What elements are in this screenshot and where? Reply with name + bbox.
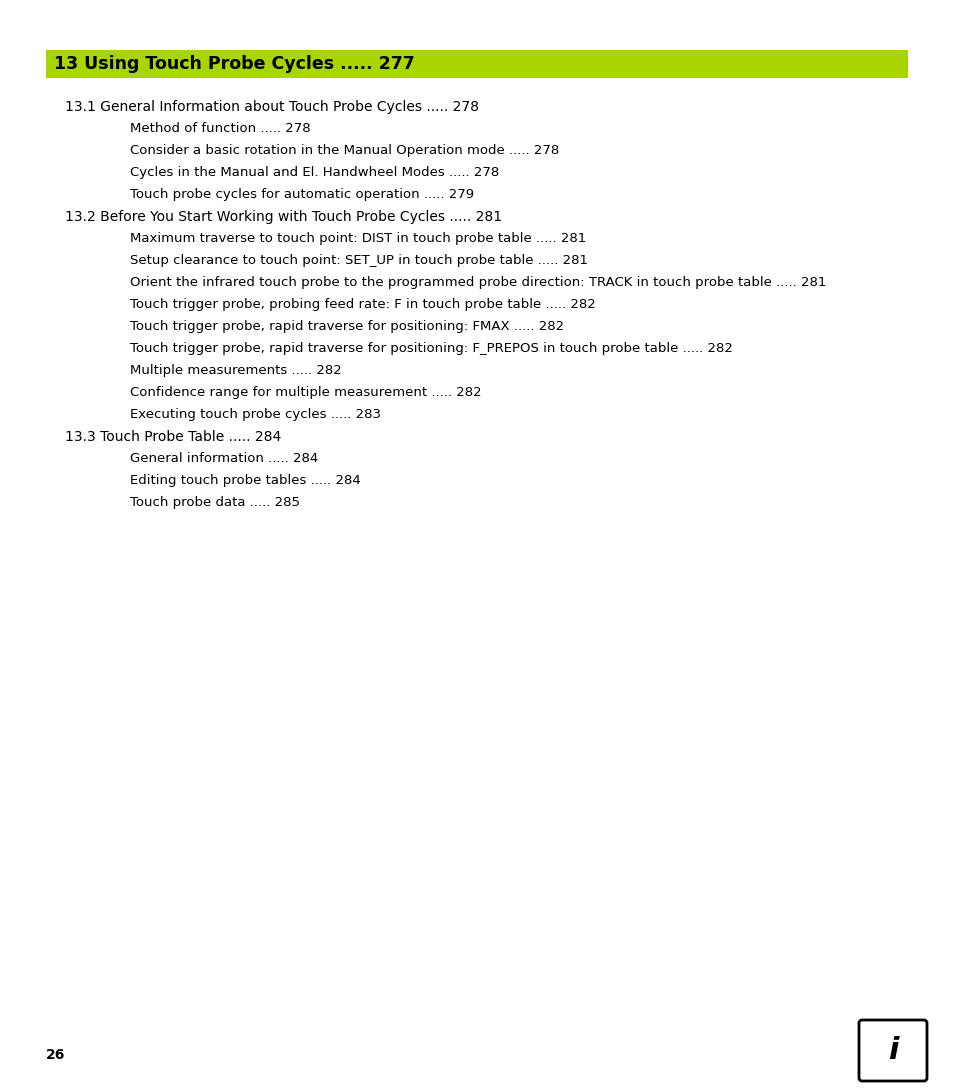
Text: Touch trigger probe, rapid traverse for positioning: F_PREPOS in touch probe tab: Touch trigger probe, rapid traverse for … [130, 341, 732, 355]
Text: Touch trigger probe, rapid traverse for positioning: FMAX ..... 282: Touch trigger probe, rapid traverse for … [130, 320, 563, 333]
Bar [46, 50, 907, 77]
Text: i: i [887, 1036, 898, 1065]
Text: Multiple measurements ..... 282: Multiple measurements ..... 282 [130, 364, 341, 377]
Text: Cycles in the Manual and El. Handwheel Modes ..... 278: Cycles in the Manual and El. Handwheel M… [130, 166, 498, 179]
Text: Executing touch probe cycles ..... 283: Executing touch probe cycles ..... 283 [130, 408, 380, 421]
Text: Touch trigger probe, probing feed rate: F in touch probe table ..... 282: Touch trigger probe, probing feed rate: … [130, 298, 595, 311]
Text: 13.1 General Information about Touch Probe Cycles ..... 278: 13.1 General Information about Touch Pro… [65, 100, 478, 113]
Text: 26: 26 [46, 1048, 66, 1062]
Text: Touch probe cycles for automatic operation ..... 279: Touch probe cycles for automatic operati… [130, 188, 474, 201]
Text: Confidence range for multiple measurement ..... 282: Confidence range for multiple measuremen… [130, 386, 481, 399]
Text: 13.2 Before You Start Working with Touch Probe Cycles ..... 281: 13.2 Before You Start Working with Touch… [65, 209, 501, 224]
Text: Maximum traverse to touch point: DIST in touch probe table ..... 281: Maximum traverse to touch point: DIST in… [130, 232, 586, 245]
Text: General information ..... 284: General information ..... 284 [130, 452, 318, 465]
Text: Method of function ..... 278: Method of function ..... 278 [130, 122, 311, 135]
Text: Touch probe data ..... 285: Touch probe data ..... 285 [130, 496, 299, 509]
Text: 13 Using Touch Probe Cycles ..... 277: 13 Using Touch Probe Cycles ..... 277 [54, 55, 415, 73]
Text: 13.3 Touch Probe Table ..... 284: 13.3 Touch Probe Table ..... 284 [65, 430, 281, 444]
Text: Orient the infrared touch probe to the programmed probe direction: TRACK in touc: Orient the infrared touch probe to the p… [130, 276, 825, 289]
Text: Consider a basic rotation in the Manual Operation mode ..... 278: Consider a basic rotation in the Manual … [130, 144, 558, 157]
Text: Setup clearance to touch point: SET_UP in touch probe table ..... 281: Setup clearance to touch point: SET_UP i… [130, 254, 587, 267]
FancyBboxPatch shape [858, 1020, 926, 1081]
Text: Editing touch probe tables ..... 284: Editing touch probe tables ..... 284 [130, 473, 360, 487]
